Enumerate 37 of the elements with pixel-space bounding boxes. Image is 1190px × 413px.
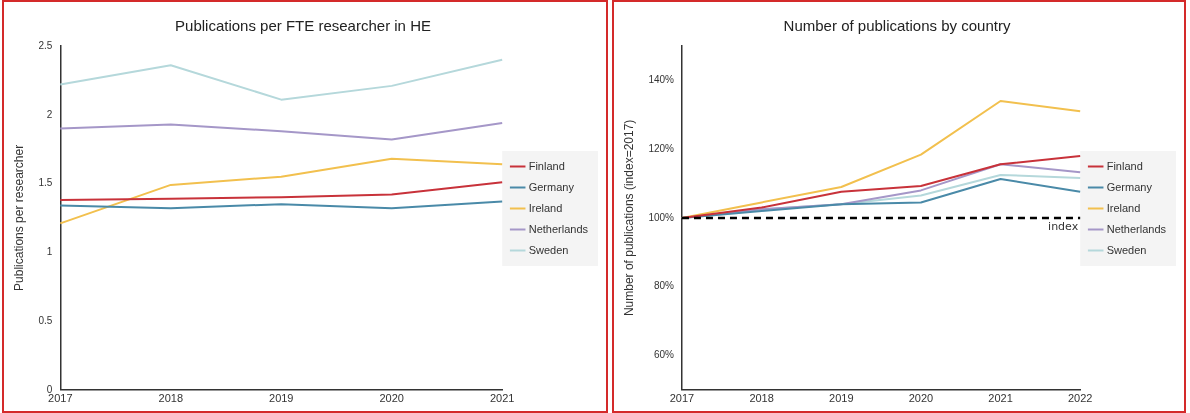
- chart-title: Publications per FTE researcher in HE: [175, 17, 431, 35]
- x-tick-label: 2020: [379, 392, 404, 405]
- legend-label: Netherlands: [1106, 222, 1167, 235]
- y-tick-label: 1: [46, 246, 53, 258]
- x-tick-label: 2020: [908, 392, 934, 405]
- x-tick-label: 2021: [988, 392, 1013, 405]
- y-axis-title: Publications per researcher: [11, 144, 26, 291]
- y-tick-label: 80%: [653, 280, 675, 292]
- legend-label: Finland: [1106, 159, 1143, 172]
- y-tick-label: 2: [46, 108, 53, 120]
- legend-label: Netherlands: [528, 222, 589, 235]
- legend-label: Germany: [1106, 180, 1153, 193]
- y-tick-label: 140%: [648, 74, 675, 86]
- x-tick-label: 2022: [1067, 392, 1093, 405]
- x-tick-label: 2019: [829, 392, 854, 405]
- x-tick-label: 2017: [48, 392, 73, 405]
- y-tick-label: 0: [46, 383, 53, 395]
- x-tick-label: 2018: [158, 392, 184, 405]
- legend-label: Finland: [528, 159, 565, 172]
- legend-label: Sweden: [528, 243, 569, 256]
- x-tick-label: 2019: [269, 392, 294, 405]
- ref-line-label: index: [1048, 220, 1079, 234]
- legend-label: Sweden: [1106, 243, 1147, 256]
- x-tick-label: 2021: [489, 392, 515, 405]
- chart-title: Number of publications by country: [783, 17, 1011, 35]
- y-tick-label: 60%: [653, 349, 675, 361]
- x-tick-label: 2018: [749, 392, 774, 405]
- legend-label: Germany: [528, 180, 575, 193]
- y-axis-title: Number of publications (index=2017): [621, 119, 636, 317]
- y-tick-label: 100%: [648, 211, 675, 223]
- y-tick-label: 1.5: [38, 177, 53, 189]
- y-tick-label: 2.5: [38, 39, 53, 51]
- y-tick-label: 120%: [648, 142, 675, 154]
- y-tick-label: 0.5: [38, 314, 53, 326]
- legend-label: Ireland: [528, 201, 563, 214]
- x-tick-label: 2017: [669, 392, 695, 405]
- legend-label: Ireland: [1106, 201, 1141, 214]
